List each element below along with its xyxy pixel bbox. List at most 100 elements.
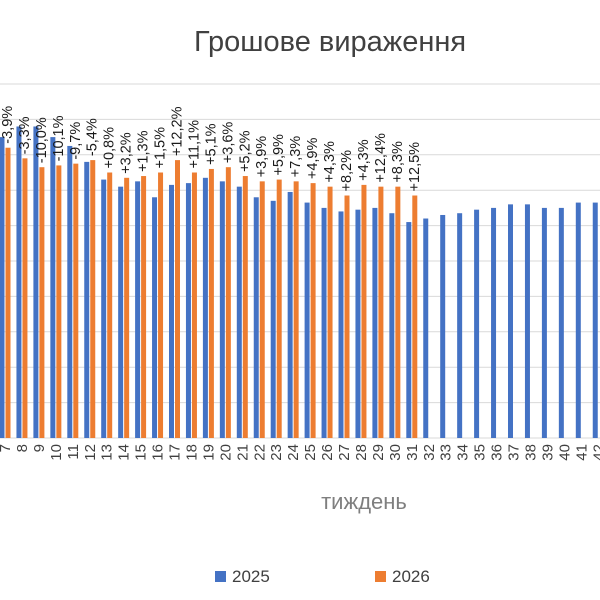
data-label-week-26: +4,3%: [322, 141, 338, 183]
data-label-week-15: +1,3%: [136, 130, 152, 172]
x-tick-12: 12: [82, 444, 99, 461]
legend: 2025 2026: [215, 567, 430, 586]
bar-2026-week-17: [175, 160, 180, 439]
x-tick-30: 30: [387, 444, 404, 461]
data-label-week-30: +8,3%: [390, 141, 406, 183]
x-tick-25: 25: [302, 444, 319, 461]
data-label-week-24: +7,3%: [288, 136, 304, 178]
bar-2026-week-22: [259, 181, 265, 438]
bar-2025-week-19: [202, 177, 208, 438]
x-tick-22: 22: [251, 444, 268, 461]
bar-2026-week-12: [90, 160, 96, 439]
bar-2025-week-41: [575, 202, 581, 438]
data-label-week-11: -9,7%: [68, 122, 84, 160]
data-label-week-29: +12,4%: [373, 133, 389, 183]
x-tick-42: 42: [590, 444, 600, 461]
data-label-week-28: +4,3%: [356, 139, 372, 181]
bar-2026-week-25: [310, 183, 316, 438]
bar-2025-week-11: [67, 145, 73, 438]
legend-label-2025: 2025: [232, 567, 270, 586]
bar-2026-week-21: [242, 176, 248, 439]
bar-2026-week-27: [344, 195, 350, 438]
x-tick-19: 19: [200, 444, 217, 461]
bar-2025-week-20: [219, 181, 225, 438]
x-tick-35: 35: [472, 444, 489, 461]
bar-2025-week-10: [50, 137, 56, 438]
bar-2026-week-26: [327, 186, 333, 438]
bar-2025-week-13: [101, 179, 107, 438]
bar-2025-week-21: [236, 186, 242, 438]
bar-2025-week-42: [592, 202, 598, 438]
legend-swatch-2026: [375, 571, 386, 582]
bar-2025-week-24: [287, 191, 293, 438]
data-label-week-14: +3,2%: [119, 132, 135, 174]
data-label-week-13: +0,8%: [102, 127, 118, 169]
data-label-week-12: -5,4%: [85, 118, 101, 156]
bar-2025-week-37: [508, 204, 513, 438]
bar-2026-week-29: [378, 186, 384, 438]
bar-2025-week-36: [491, 207, 497, 438]
bars: [0, 126, 598, 439]
bar-2025-week-17: [169, 184, 174, 438]
bar-2026-week-15: [141, 176, 147, 439]
data-label-week-9: -10,0%: [34, 117, 50, 163]
bar-2025-week-9: [33, 126, 39, 438]
bar-2026-week-24: [293, 181, 299, 438]
x-tick-41: 41: [573, 444, 590, 461]
bar-2025-week-32: [423, 218, 429, 438]
chart-title: Грошове вираження: [194, 26, 466, 58]
bar-2026-week-16: [158, 172, 164, 438]
x-tick-7: 7: [0, 444, 14, 452]
gridlines: [0, 83, 600, 439]
x-tick-14: 14: [116, 444, 133, 461]
bar-2026-week-19: [208, 168, 214, 438]
data-label-week-22: +3,9%: [254, 136, 270, 178]
bar-2025-week-33: [440, 214, 446, 438]
bar-2025-week-31: [406, 222, 412, 438]
bar-2026-week-9: [39, 167, 45, 438]
bar-2026-week-13: [107, 172, 113, 438]
x-tick-17: 17: [167, 444, 184, 461]
data-label-week-7: -3,9%: [0, 106, 16, 144]
x-tick-29: 29: [370, 444, 387, 461]
bar-2025-week-22: [253, 197, 259, 438]
bar-2025-week-26: [321, 207, 327, 438]
bar-2025-week-39: [541, 207, 547, 438]
bar-2025-week-15: [135, 181, 141, 438]
x-tick-13: 13: [99, 444, 116, 461]
bar-2025-week-35: [474, 209, 480, 438]
bar-2026-week-14: [124, 177, 130, 438]
data-label-week-17: +12,2%: [170, 106, 186, 156]
data-label-week-25: +4,9%: [305, 137, 321, 179]
x-axis-label: тиждень: [321, 489, 407, 514]
data-labels: -3,9% -3,3% -10,0% -10,1% -9,7% -5,4% +0,8% +3,…: [0, 106, 423, 192]
bar-2026-week-7: [5, 147, 11, 438]
x-tick-20: 20: [217, 444, 234, 461]
bar-2025-week-27: [338, 211, 344, 438]
data-label-week-19: +5,1%: [203, 123, 219, 165]
x-tick-8: 8: [14, 444, 31, 452]
x-tick-10: 10: [48, 444, 65, 461]
data-label-week-8: -3,3%: [17, 116, 33, 154]
bar-2026-week-23: [276, 179, 282, 438]
x-tick-37: 37: [506, 444, 523, 461]
bar-2025-week-7: [0, 137, 5, 438]
bar-2025-week-8: [16, 126, 22, 438]
x-tick-36: 36: [489, 444, 506, 461]
x-tick-23: 23: [268, 444, 285, 461]
data-label-week-23: +5,9%: [271, 134, 287, 176]
x-tick-40: 40: [556, 444, 573, 461]
bar-2026-week-11: [73, 163, 79, 438]
bar-2025-week-29: [372, 207, 378, 438]
bar-2026-week-10: [56, 165, 62, 439]
bar-2025-week-12: [84, 161, 90, 438]
bar-2026-week-20: [225, 167, 231, 438]
bar-2025-week-40: [558, 207, 564, 438]
bar-2026-week-28: [361, 184, 367, 438]
x-tick-26: 26: [319, 444, 336, 461]
bar-2025-week-16: [152, 197, 158, 438]
x-tick-27: 27: [336, 444, 353, 461]
x-tick-33: 33: [438, 444, 455, 461]
bar-2025-week-28: [355, 209, 361, 438]
x-tick-9: 9: [31, 444, 48, 452]
